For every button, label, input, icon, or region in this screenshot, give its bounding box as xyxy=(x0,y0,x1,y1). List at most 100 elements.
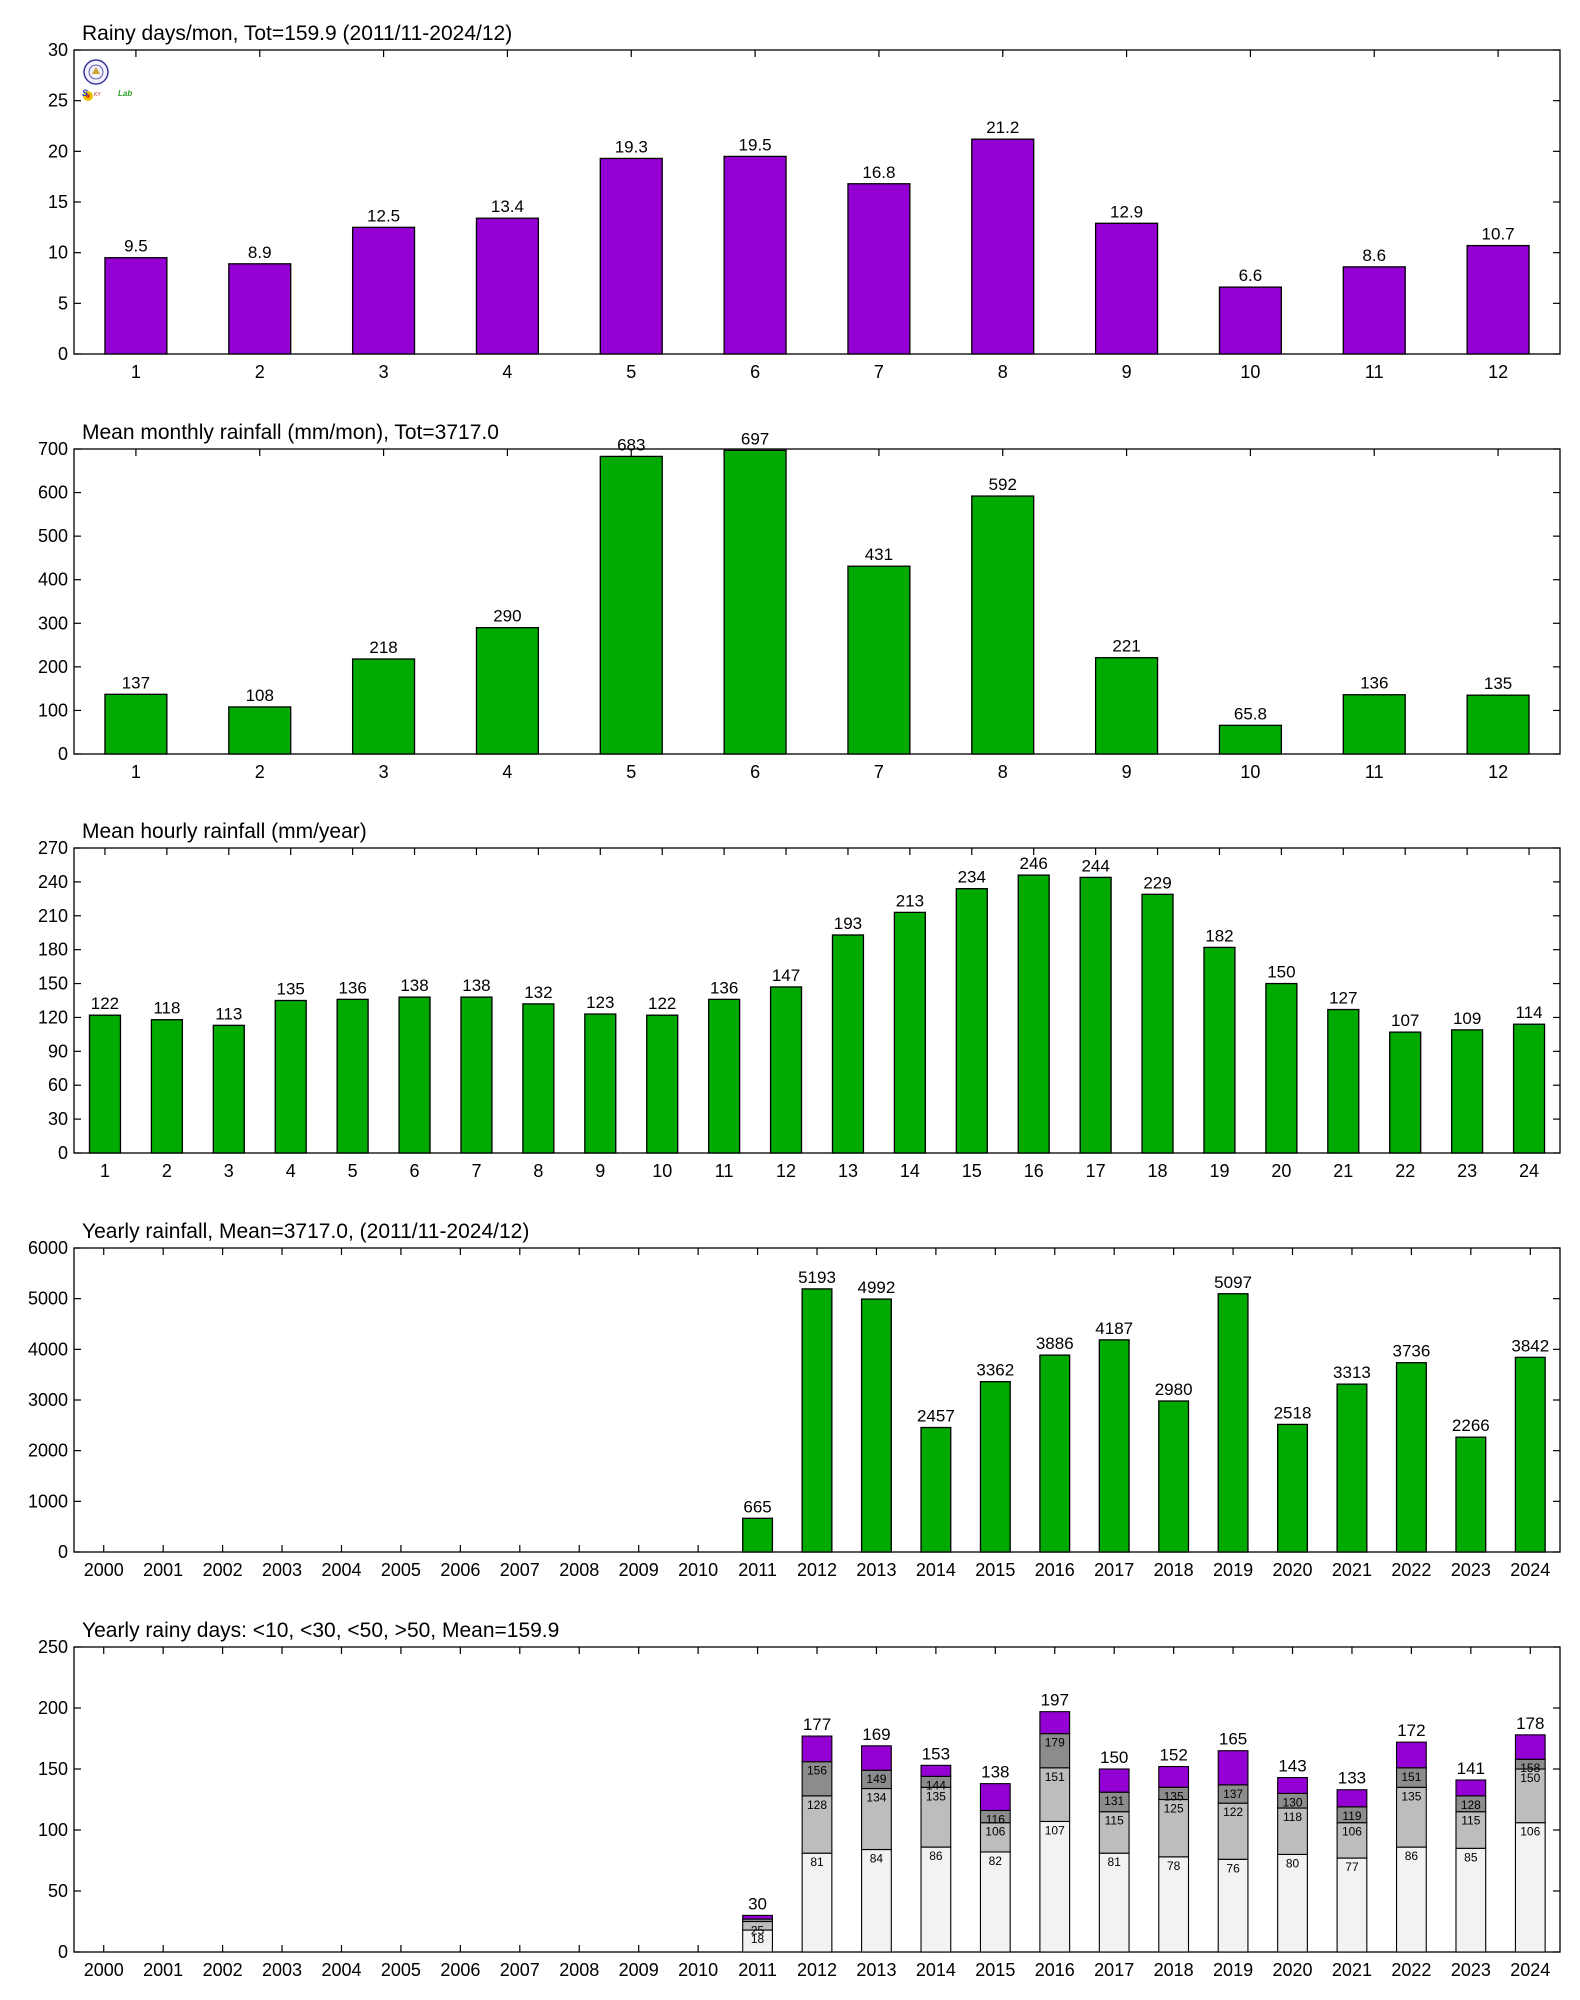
data-label: 138 xyxy=(981,1763,1009,1782)
y-tick-label: 100 xyxy=(38,1820,68,1840)
x-tick-label: 2006 xyxy=(440,1960,480,1980)
x-tick-label: 10 xyxy=(652,1161,672,1181)
x-tick-label: 2010 xyxy=(678,1560,718,1580)
data-label: 697 xyxy=(741,429,769,448)
segment-label: 122 xyxy=(1223,1805,1243,1819)
data-label: 3842 xyxy=(1511,1336,1549,1355)
segment-label: 130 xyxy=(1283,1795,1303,1809)
stacked-bar-segment xyxy=(920,1764,952,1777)
stacked-bar-segment xyxy=(1395,1846,1427,1953)
x-tick-label: 23 xyxy=(1457,1161,1477,1181)
segment-label: 81 xyxy=(1108,1855,1122,1869)
segment-label: 77 xyxy=(1345,1860,1359,1874)
x-tick-label: 2008 xyxy=(559,1960,599,1980)
x-tick-label: 2004 xyxy=(321,1960,361,1980)
lab-logo-text: S xyxy=(82,88,88,98)
data-label: 3736 xyxy=(1392,1342,1430,1361)
bar xyxy=(1141,893,1174,1154)
x-tick-label: 2024 xyxy=(1510,1560,1550,1580)
y-tick-label: 600 xyxy=(38,483,68,503)
data-label: 136 xyxy=(338,978,366,997)
stacked-bar-segment xyxy=(1158,1798,1190,1858)
svg-text:Lab: Lab xyxy=(118,89,132,98)
bar xyxy=(1277,1423,1309,1553)
bar xyxy=(1389,1031,1422,1154)
x-tick-label: 7 xyxy=(874,362,884,382)
lab-logo-seal-icon xyxy=(83,59,109,101)
x-tick-label: 2016 xyxy=(1035,1960,1075,1980)
bar xyxy=(971,138,1035,355)
segment-label: 18 xyxy=(751,1932,765,1946)
segment-label: 134 xyxy=(866,1791,886,1805)
chart-title: Mean monthly rainfall (mm/mon), Tot=3717… xyxy=(82,421,499,444)
data-label: 169 xyxy=(862,1725,890,1744)
x-tick-label: 2016 xyxy=(1035,1560,1075,1580)
bar xyxy=(398,996,431,1154)
data-label: 2980 xyxy=(1155,1380,1193,1399)
bar xyxy=(1514,1356,1546,1553)
data-label: 213 xyxy=(896,891,924,910)
segment-label: 107 xyxy=(1045,1823,1065,1837)
y-tick-label: 3000 xyxy=(28,1390,68,1410)
x-tick-label: 2018 xyxy=(1154,1560,1194,1580)
x-tick-label: 2017 xyxy=(1094,1960,1134,1980)
y-tick-label: 1000 xyxy=(28,1491,68,1511)
segment-label: 151 xyxy=(1045,1770,1065,1784)
x-tick-label: 3 xyxy=(224,1161,234,1181)
chart-title: Mean hourly rainfall (mm/year) xyxy=(82,820,367,843)
data-label: 4992 xyxy=(858,1278,896,1297)
bar xyxy=(274,999,307,1154)
stacked-bar-segment xyxy=(801,1761,833,1797)
x-tick-label: 2022 xyxy=(1391,1560,1431,1580)
x-tick-label: 2006 xyxy=(440,1560,480,1580)
x-tick-label: 21 xyxy=(1333,1161,1353,1181)
segment-label: 106 xyxy=(985,1825,1005,1839)
stacked-bar-segment xyxy=(1514,1734,1546,1760)
data-label: 182 xyxy=(1205,926,1233,945)
x-tick-label: 22 xyxy=(1395,1161,1415,1181)
segment-label: 150 xyxy=(1520,1771,1540,1785)
bar xyxy=(351,226,416,355)
x-tick-label: 6 xyxy=(750,762,760,782)
stacked-bar-segment xyxy=(1098,1811,1130,1854)
stacked-bar-segment xyxy=(1277,1853,1308,1953)
bar xyxy=(1450,1029,1484,1154)
segment-label: 106 xyxy=(1342,1825,1362,1839)
bar xyxy=(584,1013,617,1154)
x-tick-label: 2011 xyxy=(738,1560,777,1580)
y-tick-label: 60 xyxy=(48,1075,68,1095)
x-tick-label: 13 xyxy=(838,1161,858,1181)
bar xyxy=(150,1019,184,1154)
segment-label: 81 xyxy=(810,1855,824,1869)
y-tick-label: 50 xyxy=(48,1881,68,1901)
x-tick-label: 1 xyxy=(131,362,141,382)
x-tick-label: 2023 xyxy=(1451,1560,1491,1580)
data-label: 4187 xyxy=(1095,1319,1133,1338)
data-label: 153 xyxy=(922,1744,950,1763)
x-tick-label: 3 xyxy=(379,762,389,782)
bar xyxy=(1336,1383,1368,1553)
chart-yearly-rainy-days: Yearly rainy days: <10, <30, <50, >50, M… xyxy=(38,1619,1561,1980)
bar xyxy=(920,1426,952,1553)
segment-label: 131 xyxy=(1104,1794,1124,1808)
data-label: 143 xyxy=(1278,1757,1306,1776)
data-label: 12.9 xyxy=(1110,202,1143,221)
x-tick-label: 2003 xyxy=(262,1960,302,1980)
data-label: 10.7 xyxy=(1482,225,1515,244)
data-label: 2457 xyxy=(917,1407,955,1426)
x-tick-label: 2012 xyxy=(797,1960,837,1980)
stacked-bar-segment xyxy=(979,1783,1011,1812)
x-tick-label: 19 xyxy=(1209,1161,1229,1181)
chart-title: Yearly rainfall, Mean=3717.0, (2011/11-2… xyxy=(82,1220,529,1243)
data-label: 19.3 xyxy=(615,137,648,156)
x-tick-label: 2014 xyxy=(916,1560,956,1580)
data-label: 123 xyxy=(586,993,614,1012)
x-tick-label: 9 xyxy=(1122,762,1132,782)
y-tick-label: 200 xyxy=(38,657,68,677)
segment-label: 85 xyxy=(1464,1850,1478,1864)
stacked-bar-segment xyxy=(979,1822,1011,1853)
x-tick-label: 2019 xyxy=(1213,1560,1253,1580)
y-tick-label: 300 xyxy=(38,613,68,633)
segment-label: 128 xyxy=(807,1798,827,1812)
y-tick-label: 200 xyxy=(38,1698,68,1718)
